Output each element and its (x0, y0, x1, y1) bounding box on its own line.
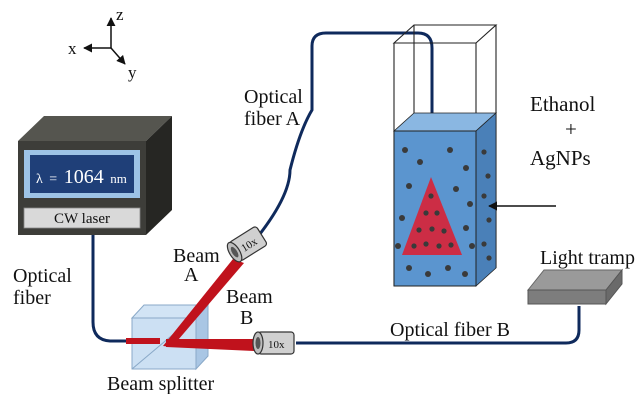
beam-splitter-label: Beam splitter (107, 373, 215, 394)
beam-b (166, 339, 254, 351)
light-trap (526, 268, 624, 306)
fiber-a (244, 31, 434, 252)
wavelength-value: 1064 (64, 166, 104, 188)
fiber-a-label-2: fiber A (244, 108, 301, 130)
wavelength-symbol: λ (36, 172, 43, 187)
optical-fiber-label-2: fiber (13, 287, 51, 309)
fiber-b-label: Optical fiber B (390, 319, 510, 341)
beam-b-label-1: Beam (226, 286, 273, 308)
axis-z-label: z (116, 5, 124, 24)
objective-b: 10x (252, 331, 295, 355)
fibers (91, 31, 581, 345)
axis-y-label: y (128, 63, 137, 82)
cw-laser: λ = 1064 nm CW laser (18, 116, 172, 235)
beam-a-label-2: A (184, 264, 199, 286)
svg-text:λ = 1064 nm: λ = 1064 nm (36, 166, 127, 188)
laser-display (30, 155, 134, 193)
wavelength-eq: = (49, 172, 57, 187)
agnps-label: AgNPs (530, 146, 591, 170)
beam-input (126, 338, 160, 344)
fiber-a-label-1: Optical (244, 86, 303, 108)
plus-label: + (565, 117, 577, 141)
light-trap-label: Light tramp (540, 247, 635, 269)
beam-b-label-2: B (240, 307, 253, 329)
laser-beams (126, 259, 254, 351)
cuvette (392, 24, 498, 287)
beam-a-label-1: Beam (173, 245, 220, 267)
wavelength-unit: nm (110, 171, 127, 186)
fiber-b (296, 306, 581, 345)
optical-fiber-label-1: Optical (13, 265, 72, 287)
ethanol-label: Ethanol (530, 92, 595, 116)
axis-triad: z x y (68, 5, 137, 82)
fiber-laser (91, 235, 130, 343)
objective-a: 10x (226, 226, 268, 263)
axis-x-label: x (68, 39, 77, 58)
laser-cone (402, 177, 462, 255)
beam-a (163, 259, 244, 347)
objective-b-label: 10x (268, 339, 285, 351)
cw-laser-label: CW laser (54, 211, 110, 227)
nanoparticles (395, 147, 492, 277)
